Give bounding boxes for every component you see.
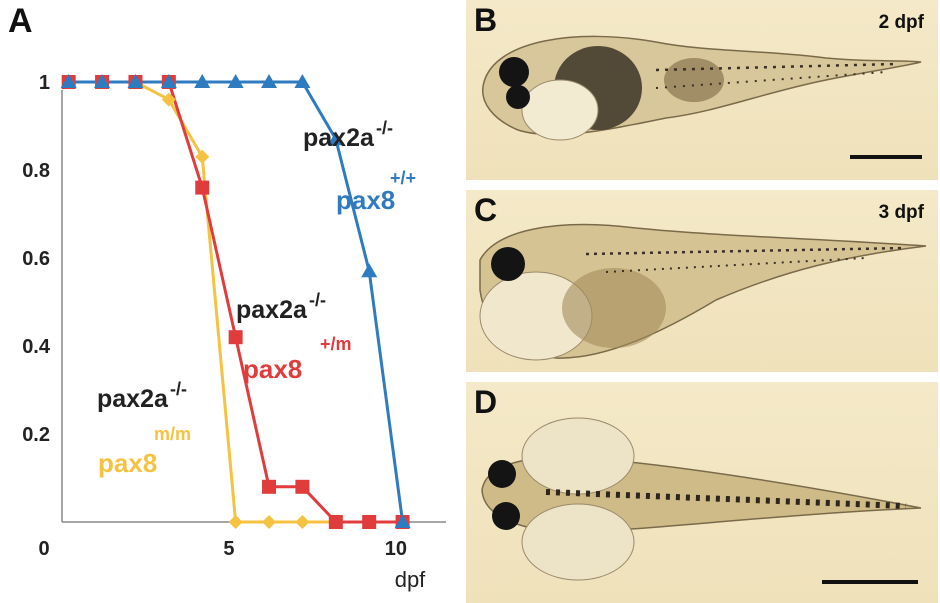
x-tick-label: 5 bbox=[223, 538, 234, 560]
larva-side-view-2dpf bbox=[482, 35, 922, 141]
y-tick-label: 0.4 bbox=[22, 336, 51, 358]
panel-letter-b: B bbox=[474, 2, 498, 38]
x-axis-title: dpf bbox=[395, 567, 426, 592]
data-point-triangle bbox=[94, 74, 111, 88]
series-label-main: pax2a bbox=[303, 124, 375, 152]
data-point-triangle bbox=[361, 263, 378, 278]
series-label-gene-sup: m/m bbox=[154, 424, 191, 444]
data-point-diamond bbox=[262, 515, 277, 529]
larva-side-view-3dpf bbox=[479, 223, 927, 361]
survival-chart: A 10.80.60.40.20 5 10 pax2a -/-pax8+/+pax2a… bbox=[8, 2, 446, 592]
data-point-diamond bbox=[195, 149, 210, 164]
scale-bar-d bbox=[822, 580, 918, 584]
data-point-triangle bbox=[227, 74, 244, 88]
data-point-square bbox=[295, 479, 310, 494]
series-label-main: pax2a bbox=[236, 296, 308, 324]
data-point-triangle bbox=[60, 74, 77, 88]
stage-label-2dpf: 2 dpf bbox=[878, 12, 924, 33]
data-point-triangle bbox=[327, 131, 344, 146]
larva-dorsal-view bbox=[481, 417, 922, 581]
chart-axes: 1 0.8 0.6 0.4 0.2 0 5 10 bbox=[22, 72, 446, 560]
data-point-triangle bbox=[127, 74, 144, 88]
data-point-diamond bbox=[228, 515, 243, 529]
data-point-square bbox=[362, 515, 377, 529]
series-label-gene: pax8 bbox=[98, 448, 157, 478]
data-point-triangle bbox=[160, 74, 177, 88]
series-label-main-sup: -/- bbox=[309, 290, 326, 310]
panel-d-photo: D bbox=[466, 382, 938, 603]
data-point-square bbox=[328, 515, 343, 529]
panel-c-photo: C 3 dpf bbox=[466, 190, 938, 372]
data-point-triangle bbox=[294, 74, 311, 88]
x-tick-label: 0 bbox=[38, 538, 49, 560]
series-label-gene: pax8 bbox=[336, 185, 395, 215]
series-label-gene-sup: +/+ bbox=[390, 168, 416, 188]
series-label-main-sup: -/- bbox=[376, 118, 393, 138]
data-point-square bbox=[262, 479, 277, 494]
series-label-gene: pax8 bbox=[243, 354, 302, 384]
panel-letter-c: C bbox=[474, 192, 498, 228]
series-label-main-sup: -/- bbox=[170, 379, 187, 399]
data-point-triangle bbox=[261, 74, 278, 88]
chart-series-markers bbox=[60, 74, 411, 529]
series-label-main: pax2a bbox=[97, 385, 169, 413]
data-point-square bbox=[228, 330, 243, 345]
panel-letter-a: A bbox=[8, 2, 33, 40]
data-point-square bbox=[195, 180, 210, 195]
data-point-triangle bbox=[394, 514, 411, 528]
data-point-diamond bbox=[161, 92, 176, 107]
panel-b-photo: B 2 dpf bbox=[466, 0, 938, 180]
data-point-diamond bbox=[295, 515, 310, 529]
panel-letter-d: D bbox=[474, 384, 498, 420]
data-point-triangle bbox=[194, 74, 211, 88]
series-label-gene-sup: +/m bbox=[320, 334, 352, 354]
stage-label-3dpf: 3 dpf bbox=[878, 202, 924, 223]
y-tick-label: 0.2 bbox=[22, 424, 50, 446]
y-tick-label: 0.8 bbox=[22, 160, 50, 182]
y-tick-label: 1 bbox=[39, 72, 50, 94]
x-tick-label: 10 bbox=[385, 538, 407, 560]
y-tick-label: 0.6 bbox=[22, 248, 50, 270]
scale-bar-b bbox=[850, 155, 922, 159]
